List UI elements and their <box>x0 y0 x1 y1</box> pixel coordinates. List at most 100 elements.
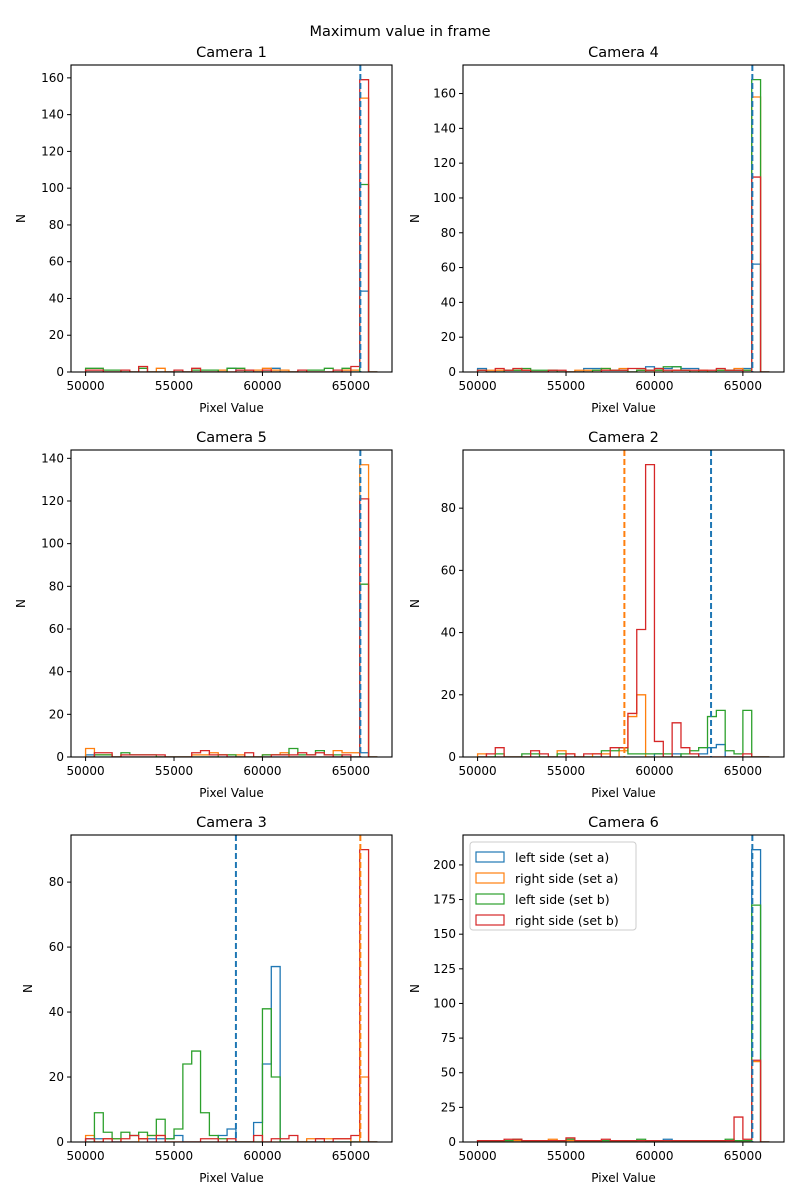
x-tick-label: 65000 <box>724 379 762 393</box>
y-tick-label: 140 <box>41 108 64 122</box>
y-tick-label: 120 <box>41 144 64 158</box>
x-tick-label: 65000 <box>332 379 370 393</box>
histogram-layer <box>84 79 378 372</box>
axes-frame <box>462 449 785 758</box>
y-tick-label: 80 <box>441 226 456 240</box>
y-tick-label: 60 <box>441 563 456 577</box>
histogram-layer <box>476 849 770 1142</box>
y-tick-label: 20 <box>441 330 456 344</box>
subplot-camera-4: Camera 4 50000 55000 60000 65000 0 20 40 60 80 100… <box>408 45 785 415</box>
y-tick-label: 100 <box>433 996 456 1010</box>
x-tick-label: 55000 <box>547 1149 585 1163</box>
axes-frame <box>462 834 785 1143</box>
subplot-camera-5: Camera 5 50000 55000 60000 65000 0 20 40 60 80 100… <box>14 430 393 800</box>
y-tick-label: 60 <box>49 940 64 954</box>
histogram-outline <box>84 79 378 372</box>
x-axis-label: Pixel Value <box>199 786 264 800</box>
x-tick-label: 55000 <box>547 379 585 393</box>
y-tick-label: 0 <box>56 365 64 379</box>
y-tick-label: 125 <box>433 962 456 976</box>
histogram-series-right-b <box>476 176 770 372</box>
histogram-series-left-b <box>477 709 770 757</box>
histogram-outline <box>84 183 378 372</box>
y-axis-label: N <box>408 984 422 993</box>
x-axis-label: Pixel Value <box>591 1171 656 1185</box>
x-tick-label: 50000 <box>458 1149 496 1163</box>
legend-label: right side (set a) <box>515 871 618 886</box>
y-tick-label: 40 <box>441 626 456 640</box>
y-tick-label: 120 <box>41 494 64 508</box>
x-axis-label: Pixel Value <box>591 786 656 800</box>
figure-title: Maximum value in frame <box>309 24 490 40</box>
y-axis-label: N <box>14 214 28 223</box>
legend-label: left side (set b) <box>515 892 610 907</box>
x-tick-label: 50000 <box>458 379 496 393</box>
subplot-title: Camera 6 <box>588 815 659 831</box>
subplot-camera-3: Camera 3 50000 55000 60000 65000 0 20 40 60 80 Pix… <box>21 815 393 1185</box>
x-tick-label: 55000 <box>155 1149 193 1163</box>
histogram-series-right-b <box>84 79 378 372</box>
x-tick-label: 65000 <box>724 764 762 778</box>
y-axis-label: N <box>21 984 35 993</box>
y-tick-label: 40 <box>49 291 64 305</box>
y-tick-label: 80 <box>49 218 64 232</box>
legend-swatch-left-a <box>475 851 505 863</box>
y-tick-label: 60 <box>49 255 64 269</box>
y-tick-label: 160 <box>41 71 64 85</box>
y-tick-label: 100 <box>433 191 456 205</box>
x-tick-label: 60000 <box>635 764 673 778</box>
legend-frame <box>469 841 637 931</box>
subplot-title: Camera 3 <box>196 815 267 831</box>
legend: left side (set a) right side (set a) left … <box>469 841 637 931</box>
y-tick-label: 140 <box>433 121 456 135</box>
y-tick-label: 20 <box>49 1070 64 1084</box>
y-tick-label: 60 <box>441 261 456 275</box>
histogram-series-left-a <box>477 743 770 757</box>
y-tick-label: 80 <box>49 579 64 593</box>
y-axis-label: N <box>408 214 422 223</box>
y-tick-label: 80 <box>49 875 64 889</box>
y-tick-label: 25 <box>441 1100 456 1114</box>
subplot-title: Camera 1 <box>196 45 267 61</box>
y-tick-label: 20 <box>49 707 64 721</box>
y-tick-label: 0 <box>448 365 456 379</box>
y-tick-label: 200 <box>433 858 456 872</box>
axes-frame <box>462 64 785 373</box>
y-tick-label: 80 <box>441 501 456 515</box>
subplot-camera-1: Camera 1 50000 55000 60000 65000 0 20 40 60 80 100… <box>14 45 393 415</box>
x-tick-label: 65000 <box>332 764 370 778</box>
legend-label: left side (set a) <box>515 850 609 865</box>
subplot-title: Camera 4 <box>588 45 659 61</box>
x-tick-label: 60000 <box>635 379 673 393</box>
histogram-outline <box>85 498 378 757</box>
y-tick-label: 40 <box>441 295 456 309</box>
histogram-outline <box>85 1008 378 1142</box>
x-tick-label: 65000 <box>724 1149 762 1163</box>
axes-frame <box>70 834 393 1143</box>
x-tick-label: 60000 <box>243 1149 281 1163</box>
legend-label: right side (set b) <box>515 913 619 928</box>
subplot-camera-2: Camera 2 50000 55000 60000 65000 0 20 40 60 80 Pix… <box>408 430 785 800</box>
y-tick-label: 50 <box>441 1066 456 1080</box>
x-tick-label: 55000 <box>155 379 193 393</box>
y-tick-label: 20 <box>441 688 456 702</box>
histogram-series-right-a <box>84 464 378 757</box>
legend-swatch-left-b <box>475 893 505 905</box>
subplot-camera-6: Camera 6 50000 55000 60000 65000 0 25 50 75 100 12… <box>408 815 785 1185</box>
x-tick-label: 60000 <box>243 764 281 778</box>
x-tick-label: 55000 <box>547 764 585 778</box>
y-axis-label: N <box>408 599 422 608</box>
y-tick-label: 0 <box>56 750 64 764</box>
y-axis-label: N <box>14 599 28 608</box>
histogram-outline <box>477 709 770 757</box>
x-tick-label: 50000 <box>458 764 496 778</box>
histogram-outline <box>84 848 378 1142</box>
histogram-layer <box>84 848 378 1142</box>
y-tick-label: 0 <box>448 750 456 764</box>
histogram-series-left-b <box>84 183 378 372</box>
y-tick-label: 100 <box>41 181 64 195</box>
subplot-title: Camera 5 <box>196 430 267 446</box>
x-axis-label: Pixel Value <box>591 401 656 415</box>
